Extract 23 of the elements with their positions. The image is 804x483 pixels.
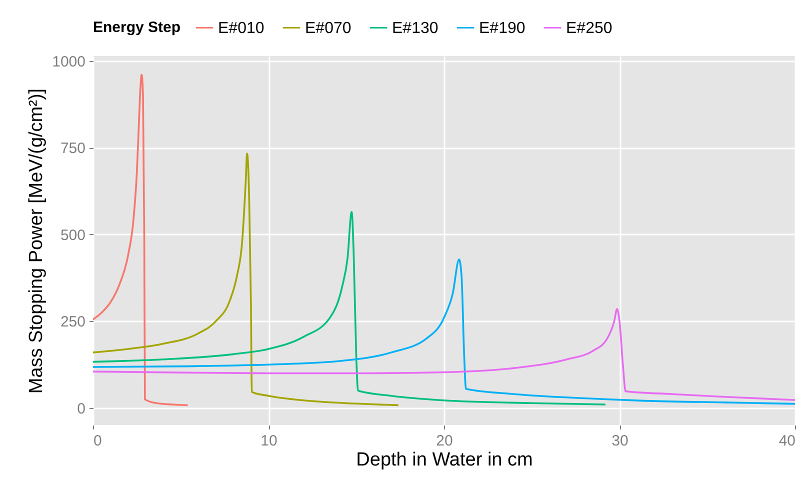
y-tick-label: 500 (60, 226, 86, 244)
x-tick-label: 30 (612, 432, 628, 450)
y-tick-label: 250 (60, 314, 86, 331)
line-series (93, 74, 189, 406)
legend-label: E#010 (218, 20, 264, 37)
x-tick-label: 40 (778, 432, 796, 450)
legend-label: E#130 (392, 20, 438, 37)
legend-label: E#190 (479, 20, 526, 37)
line-series (93, 152, 400, 406)
y-axis-title: Mass Stopping Power [MeV/(g/cm²)] (26, 88, 48, 394)
x-axis-title: Depth in Water in cm (356, 450, 533, 470)
line-series (93, 258, 795, 405)
y-tick-label: 0 (77, 400, 86, 418)
y-tick-label: 750 (60, 140, 86, 158)
x-tick-label: 20 (436, 432, 453, 450)
line-series (93, 308, 795, 401)
legend-title: Energy Step (93, 19, 181, 36)
x-tick-label: 0 (94, 432, 102, 450)
legend-label: E#070 (305, 20, 352, 37)
line-series (93, 210, 606, 406)
y-tick-label: 1000 (52, 53, 86, 70)
x-tick-label: 10 (260, 432, 278, 450)
legend-label: E#250 (566, 20, 612, 37)
